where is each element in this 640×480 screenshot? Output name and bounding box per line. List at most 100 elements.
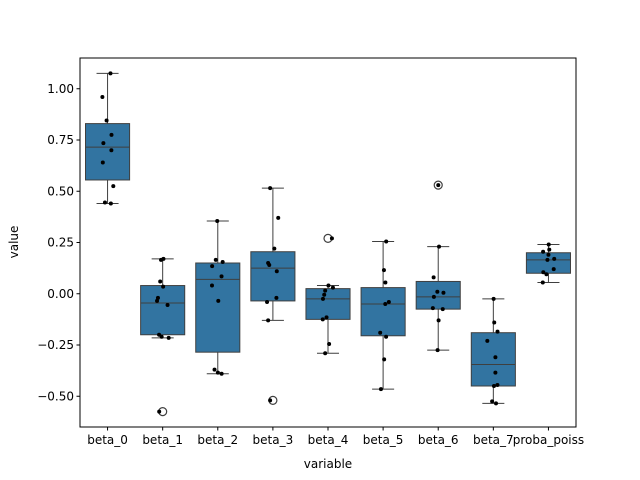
data-point	[267, 263, 272, 268]
data-point	[213, 257, 218, 262]
plot-layer: −0.50 −0.25 0.00 0.25 0.50 0.75 1.00 beta_0 beta…	[37, 71, 584, 447]
data-point	[431, 294, 436, 299]
data-point	[435, 289, 440, 294]
data-point	[382, 357, 387, 362]
data-point	[545, 257, 550, 262]
data-point	[272, 246, 277, 251]
data-point	[493, 355, 498, 360]
x-tick-label: beta_6	[418, 433, 459, 447]
data-point	[212, 367, 217, 372]
data-point	[111, 184, 116, 189]
data-point	[327, 341, 332, 346]
box	[415, 280, 461, 310]
box	[470, 332, 516, 387]
data-point	[109, 132, 114, 137]
x-tick-label: beta_0	[87, 433, 128, 447]
data-point	[274, 295, 279, 300]
x-tick-label: beta_1	[142, 433, 183, 447]
data-point	[440, 307, 445, 312]
data-point	[330, 285, 335, 290]
data-point	[268, 398, 273, 403]
x-tick-label: beta_7	[473, 433, 514, 447]
data-point	[329, 236, 334, 241]
box	[525, 252, 571, 274]
box	[140, 285, 186, 336]
y-tick-label: 1.00	[47, 82, 74, 96]
data-point	[215, 370, 220, 375]
box	[250, 251, 296, 302]
data-point	[383, 280, 388, 285]
x-tick-label: beta_5	[363, 433, 404, 447]
data-point	[540, 280, 545, 285]
data-point	[100, 160, 105, 165]
data-point	[159, 334, 164, 339]
data-point	[216, 298, 221, 303]
data-point	[320, 317, 325, 322]
data-point	[322, 292, 327, 297]
data-point	[552, 256, 557, 261]
data-point	[436, 318, 441, 323]
data-point	[544, 272, 549, 277]
box	[85, 123, 131, 181]
data-point	[323, 288, 328, 293]
data-point	[546, 242, 551, 247]
data-point	[219, 371, 224, 376]
data-point	[493, 401, 498, 406]
data-point	[381, 268, 386, 273]
box	[305, 288, 351, 320]
box	[195, 262, 241, 353]
x-tick-label: proba_poiss	[513, 433, 584, 447]
data-point	[547, 247, 552, 252]
data-point	[220, 259, 225, 264]
data-point	[165, 303, 170, 308]
x-tick-label: beta_2	[197, 433, 238, 447]
data-point	[436, 183, 441, 188]
data-point	[215, 218, 220, 223]
outlier-marker	[433, 180, 443, 190]
data-point	[551, 267, 556, 272]
y-tick-label: 0.25	[47, 236, 74, 250]
data-point	[437, 244, 442, 249]
data-point	[546, 252, 551, 257]
y-tick-label: −0.25	[37, 338, 74, 352]
y-tick-label: −0.50	[37, 389, 74, 403]
data-point	[490, 399, 495, 404]
data-point	[274, 269, 279, 274]
data-point	[491, 296, 496, 301]
data-point	[495, 382, 500, 387]
data-point	[209, 283, 214, 288]
data-point	[431, 275, 436, 280]
data-point	[491, 384, 496, 388]
data-point	[383, 302, 388, 306]
x-axis-label: variable	[304, 457, 352, 471]
data-point	[100, 94, 105, 99]
data-point	[386, 299, 391, 304]
data-point	[161, 284, 166, 289]
data-point	[166, 335, 171, 340]
data-point	[324, 315, 329, 320]
data-point	[101, 141, 106, 146]
y-axis-label: value	[7, 226, 21, 259]
data-point	[109, 148, 114, 153]
data-point	[378, 330, 383, 335]
data-point	[384, 334, 389, 339]
data-point	[492, 320, 497, 325]
data-point	[495, 329, 500, 334]
y-tick-label: 0.00	[47, 287, 74, 301]
data-point	[320, 296, 325, 301]
data-point	[323, 351, 328, 356]
x-tick-label: beta_3	[253, 433, 294, 447]
data-point	[155, 298, 160, 303]
data-point	[485, 338, 490, 343]
data-point	[326, 283, 331, 288]
data-point	[102, 200, 107, 205]
data-point	[378, 387, 383, 392]
data-point	[104, 118, 109, 123]
data-point	[493, 370, 498, 375]
data-point	[541, 249, 546, 254]
data-point	[541, 270, 546, 275]
data-point	[157, 409, 162, 414]
data-point	[441, 290, 446, 295]
